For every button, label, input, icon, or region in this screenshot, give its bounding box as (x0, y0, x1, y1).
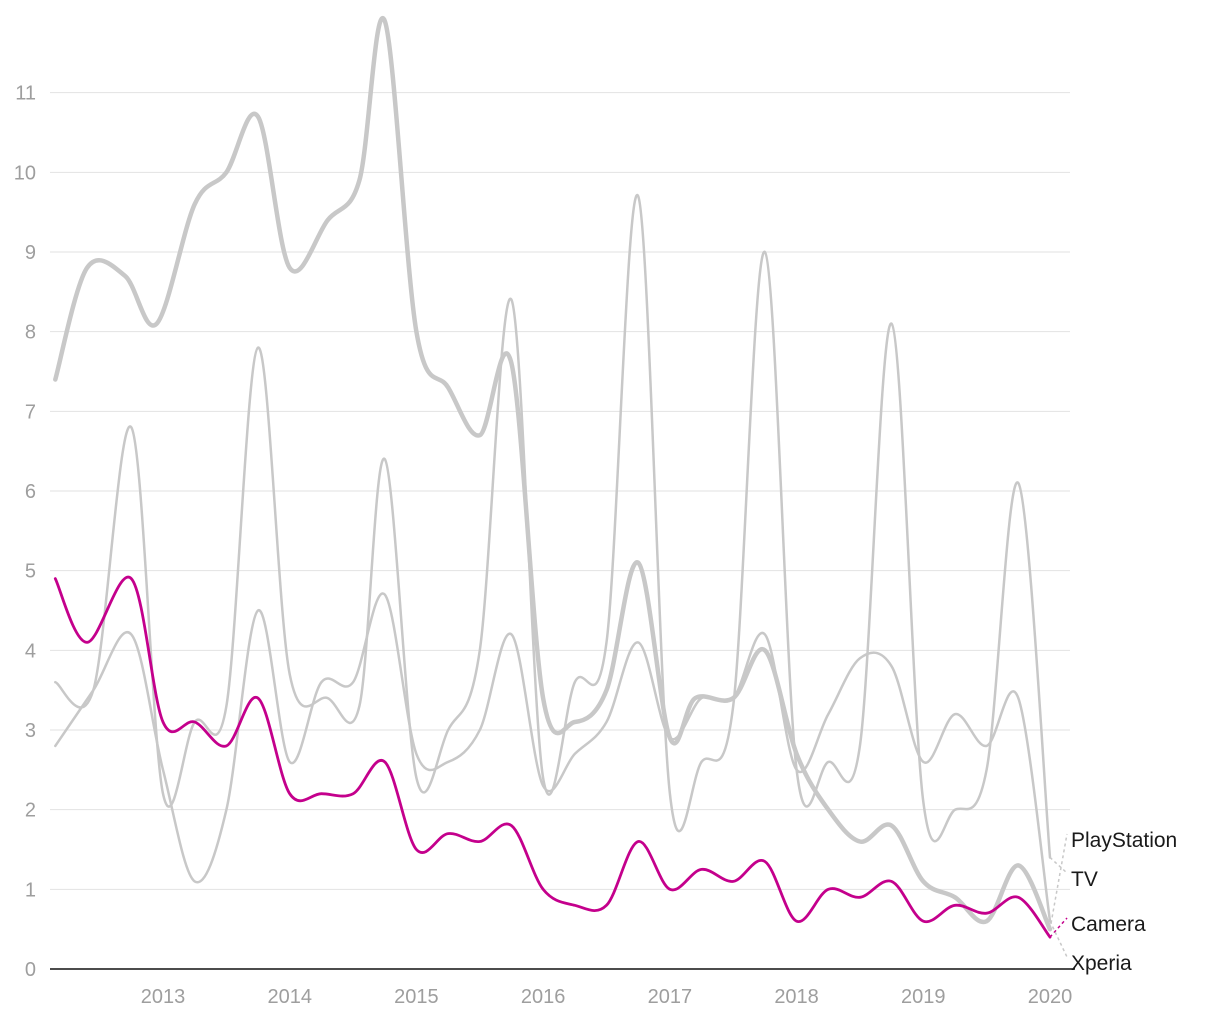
y-tick-label: 6 (25, 481, 36, 503)
y-tick-label: 2 (25, 800, 36, 822)
y-tick-label: 4 (25, 640, 36, 662)
y-tick-label: 9 (25, 242, 36, 264)
x-tick-label: 2017 (648, 986, 693, 1008)
y-tick-label: 11 (15, 83, 36, 105)
y-tick-label: 7 (25, 401, 36, 423)
series-line-xperia (54, 592, 1052, 923)
y-tick-label: 3 (25, 720, 36, 742)
series-line-tv (54, 193, 1052, 859)
x-tick-label: 2020 (1028, 986, 1073, 1008)
y-tick-label: 5 (25, 561, 36, 583)
series-line-camera (53, 575, 1052, 939)
x-tick-label: 2014 (267, 986, 312, 1008)
leader-line-camera (1049, 917, 1068, 938)
leader-line-tv (1049, 856, 1068, 874)
series-label-xperia: Xperia (1071, 952, 1132, 975)
leader-line-xperia (1049, 920, 1068, 958)
x-axis: 2013 2014 2015 2016 2017 2018 2019 2020 (50, 968, 1075, 1008)
series-labels: PlayStation TV Camera Xperia (1049, 829, 1177, 975)
x-tick-label: 2019 (901, 986, 946, 1008)
leader-line-playstation (1049, 833, 1068, 930)
x-tick-label: 2016 (521, 986, 566, 1008)
series-lines (53, 15, 1053, 939)
y-tick-label: 1 (25, 879, 36, 901)
y-tick-label: 0 (25, 959, 36, 981)
gridlines (50, 92, 1070, 890)
y-axis: 0 1 2 3 4 5 6 7 8 9 10 11 (14, 83, 36, 981)
x-tick-label: 2018 (774, 986, 819, 1008)
x-tick-label: 2013 (141, 986, 186, 1008)
series-label-camera: Camera (1071, 913, 1146, 936)
y-tick-label: 10 (14, 162, 36, 184)
series-label-tv: TV (1071, 868, 1098, 891)
series-label-playstation: PlayStation (1071, 829, 1177, 852)
y-tick-label: 8 (25, 322, 36, 344)
x-tick-label: 2015 (394, 986, 439, 1008)
